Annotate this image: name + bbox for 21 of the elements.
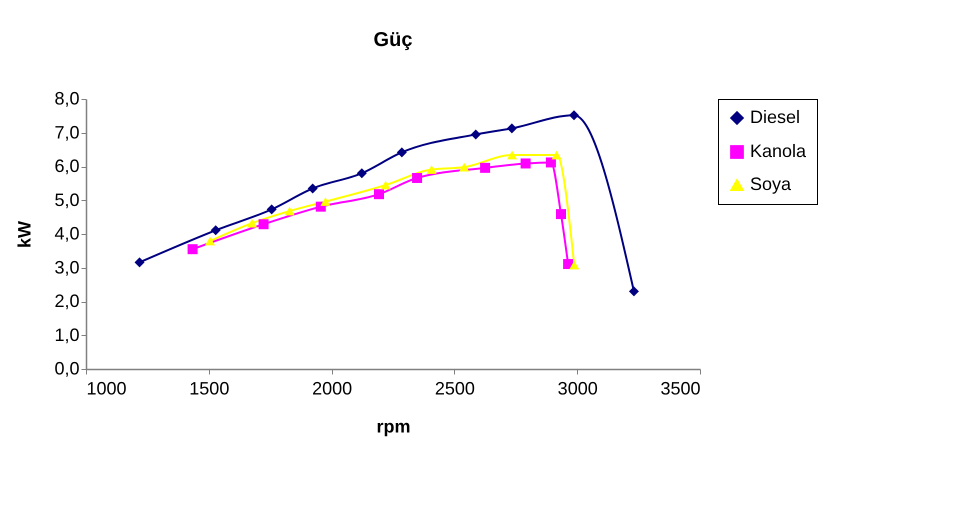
y-tick-label: 4,0 xyxy=(54,224,80,244)
legend-label: Kanola xyxy=(750,141,808,161)
x-tick-label: 2000 xyxy=(312,378,352,398)
x-tick-label: 1500 xyxy=(189,378,230,398)
legend-label: Soya xyxy=(750,174,792,194)
x-axis-title: rpm xyxy=(376,416,411,436)
y-tick-label: 6,0 xyxy=(54,156,80,176)
x-tick-label: 2500 xyxy=(434,378,475,398)
y-tick-label: 1,0 xyxy=(54,324,80,345)
y-axis-title: kW xyxy=(14,220,34,248)
x-tick-label: 3500 xyxy=(660,378,700,398)
legend-label: Diesel xyxy=(750,107,800,127)
chart-title: Güç xyxy=(374,29,412,51)
y-tick-label: 0,0 xyxy=(54,358,80,378)
x-tick-label: 1000 xyxy=(86,378,127,398)
y-tick-label: 7,0 xyxy=(54,122,80,142)
y-tick-label: 3,0 xyxy=(54,257,80,278)
y-tick-label: 8,0 xyxy=(54,88,80,108)
y-tick-label: 5,0 xyxy=(54,190,80,210)
x-tick-label: 3000 xyxy=(558,378,598,398)
y-tick-label: 2,0 xyxy=(54,291,80,311)
